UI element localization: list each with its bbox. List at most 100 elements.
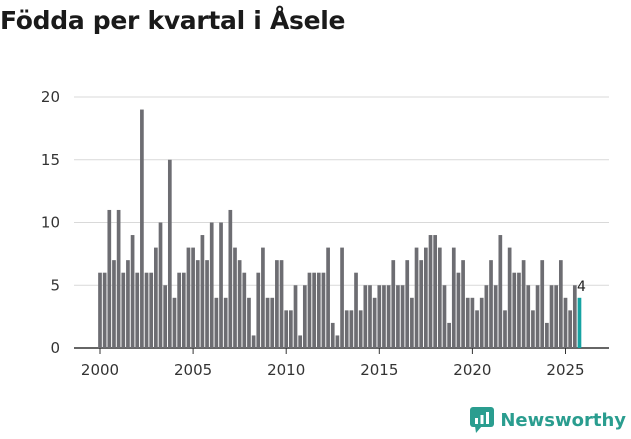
bar — [177, 272, 181, 348]
y-tick-label: 0 — [50, 339, 60, 357]
bar — [307, 272, 312, 348]
bar — [298, 335, 303, 348]
x-tick-label: 2025 — [546, 361, 584, 379]
bar — [265, 297, 270, 348]
bar — [144, 272, 149, 348]
bar — [233, 247, 237, 348]
bar — [470, 297, 475, 348]
bar — [572, 285, 577, 348]
bar — [377, 285, 382, 348]
bar — [335, 335, 340, 348]
bar — [126, 260, 130, 348]
bar — [419, 260, 424, 348]
bar — [251, 335, 256, 348]
bar — [456, 272, 461, 348]
bar — [382, 285, 386, 348]
bar — [279, 260, 284, 348]
bar — [442, 285, 447, 348]
bar — [549, 285, 554, 348]
newsworthy-logo-icon — [470, 407, 495, 433]
bar — [498, 235, 503, 348]
bar — [363, 285, 368, 348]
bar — [372, 297, 377, 348]
bar — [107, 209, 112, 348]
bar — [214, 297, 219, 348]
bar — [321, 272, 326, 348]
bar — [386, 285, 391, 348]
bar — [545, 322, 549, 348]
bar — [428, 235, 433, 348]
bar — [116, 209, 121, 348]
bar — [354, 272, 358, 348]
bar — [424, 247, 428, 348]
bar — [447, 322, 451, 348]
bar — [154, 247, 158, 348]
bar — [489, 260, 493, 348]
bar — [349, 310, 354, 348]
bar — [275, 260, 279, 348]
bar — [200, 235, 205, 348]
bar — [396, 285, 400, 348]
bar — [563, 297, 568, 348]
bar — [540, 260, 545, 348]
bar — [135, 272, 140, 348]
bar — [512, 272, 517, 348]
bar — [461, 260, 465, 348]
bar — [437, 247, 442, 348]
bar — [140, 109, 144, 348]
bar — [558, 260, 563, 348]
bar — [112, 260, 116, 348]
y-tick-label: 5 — [50, 276, 60, 294]
bar — [554, 285, 559, 348]
bar — [507, 247, 512, 348]
x-tick-label: 2000 — [81, 361, 119, 379]
bar — [433, 235, 438, 348]
bar — [302, 285, 307, 348]
bar — [186, 247, 191, 348]
chart-title: Födda per kvartal i Åsele — [0, 6, 346, 35]
bar — [358, 310, 363, 348]
bar — [344, 310, 349, 348]
bar — [121, 272, 126, 348]
bar — [368, 285, 372, 348]
bar — [316, 272, 321, 348]
bar — [568, 310, 573, 348]
bar — [163, 285, 168, 348]
bar — [247, 297, 251, 348]
bar — [289, 310, 293, 348]
y-tick-label: 10 — [41, 214, 60, 232]
bar — [228, 209, 233, 348]
bar — [102, 272, 107, 348]
bar — [312, 272, 316, 348]
bar — [167, 159, 172, 348]
bar — [270, 297, 275, 348]
x-tick-label: 2005 — [174, 361, 212, 379]
bar — [223, 297, 228, 348]
bar — [261, 247, 265, 348]
bar — [242, 272, 247, 348]
bar — [503, 310, 507, 348]
bar — [340, 247, 344, 348]
x-tick-label: 2015 — [360, 361, 398, 379]
brand-name: Newsworthy — [500, 409, 626, 431]
bar-latest — [577, 297, 582, 348]
bar — [293, 285, 298, 348]
bar — [531, 310, 535, 348]
bar — [181, 272, 186, 348]
bar — [517, 272, 521, 348]
bar — [526, 285, 531, 348]
bar — [414, 247, 419, 348]
bar — [400, 285, 405, 348]
bar — [535, 285, 540, 348]
x-tick-label: 2020 — [453, 361, 491, 379]
y-tick-label: 20 — [41, 88, 60, 106]
bar — [256, 272, 261, 348]
bar — [219, 222, 223, 348]
bar — [158, 222, 163, 348]
bar — [98, 272, 102, 348]
bar — [451, 247, 456, 348]
y-tick-label: 15 — [41, 151, 60, 169]
bar — [172, 297, 177, 348]
bar — [330, 322, 335, 348]
